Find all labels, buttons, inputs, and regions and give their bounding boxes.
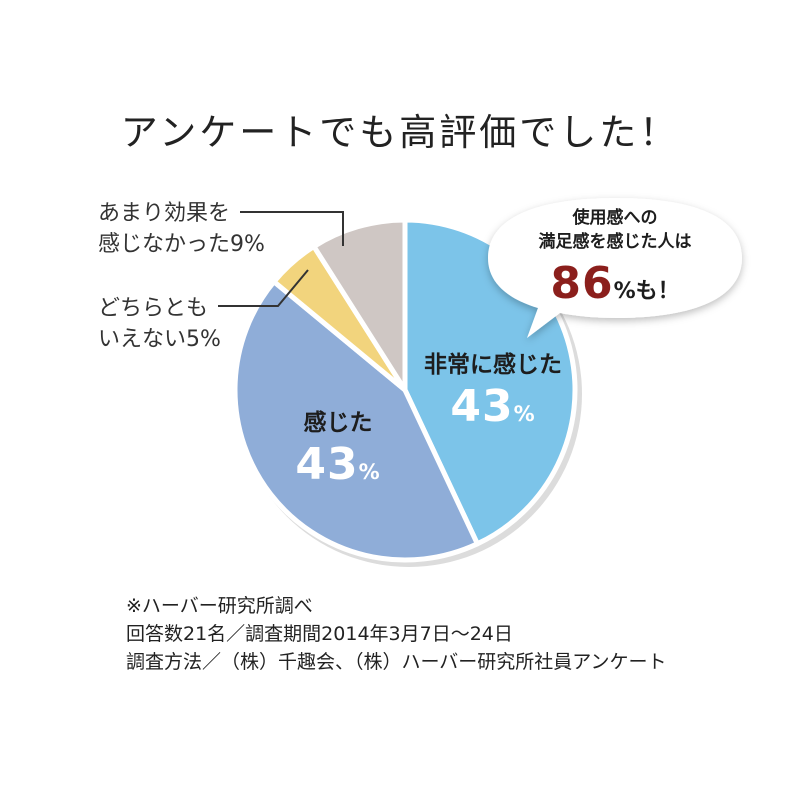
bubble-highlight: 86%も！ bbox=[510, 258, 720, 309]
label-not-effective: あまり効果を 感じなかった9% bbox=[98, 198, 265, 260]
bubble-suffix: %も！ bbox=[613, 279, 680, 304]
note-method: 調査方法／（株）千趣会、（株）ハーバー研究所社員アンケート bbox=[126, 651, 667, 673]
slice-pct-very-unit: % bbox=[513, 402, 536, 426]
slice-pct-felt-unit: % bbox=[358, 460, 381, 484]
slice-label-very: 非常に感じた 43% bbox=[418, 345, 568, 432]
label-not-effective-line2: 感じなかった9% bbox=[98, 232, 265, 257]
note-source: ※ハーバー研究所調べ bbox=[126, 595, 313, 617]
pie-slice-3 bbox=[311, 217, 408, 393]
slice-pct-felt-value: 43 bbox=[295, 439, 359, 490]
slice-name-very: 非常に感じた bbox=[424, 352, 562, 378]
label-neither-line2: いえない5% bbox=[98, 327, 221, 352]
slice-pct-very: 43% bbox=[418, 381, 568, 432]
leader-line-not-effective bbox=[240, 211, 344, 246]
page-title: アンケートでも高評価でした！ bbox=[120, 111, 680, 154]
leader-lines bbox=[218, 211, 344, 307]
speech-bubble bbox=[488, 198, 742, 338]
bubble-number: 86 bbox=[550, 258, 614, 309]
slice-pct-very-value: 43 bbox=[450, 381, 514, 432]
note-respondents: 回答数21名／調査期間2014年3月7日〜24日 bbox=[126, 623, 513, 645]
label-neither-line1: どちらとも bbox=[98, 296, 209, 321]
slice-label-felt: 感じた 43% bbox=[278, 403, 398, 490]
slice-pct-felt: 43% bbox=[278, 439, 398, 490]
bubble-line1: 使用感への bbox=[572, 208, 658, 228]
leader-line-neither bbox=[218, 269, 309, 307]
label-not-effective-line1: あまり効果を bbox=[98, 201, 231, 226]
slice-name-felt: 感じた bbox=[303, 410, 373, 436]
bubble-text: 使用感への 満足感を感じた人は 86%も！ bbox=[510, 206, 720, 309]
bubble-line2: 満足感を感じた人は bbox=[538, 232, 692, 252]
pie-slice-1 bbox=[232, 279, 480, 563]
label-neither: どちらとも いえない5% bbox=[98, 293, 221, 355]
survey-notes: ※ハーバー研究所調べ 回答数21名／調査期間2014年3月7日〜24日 調査方法… bbox=[126, 592, 667, 676]
